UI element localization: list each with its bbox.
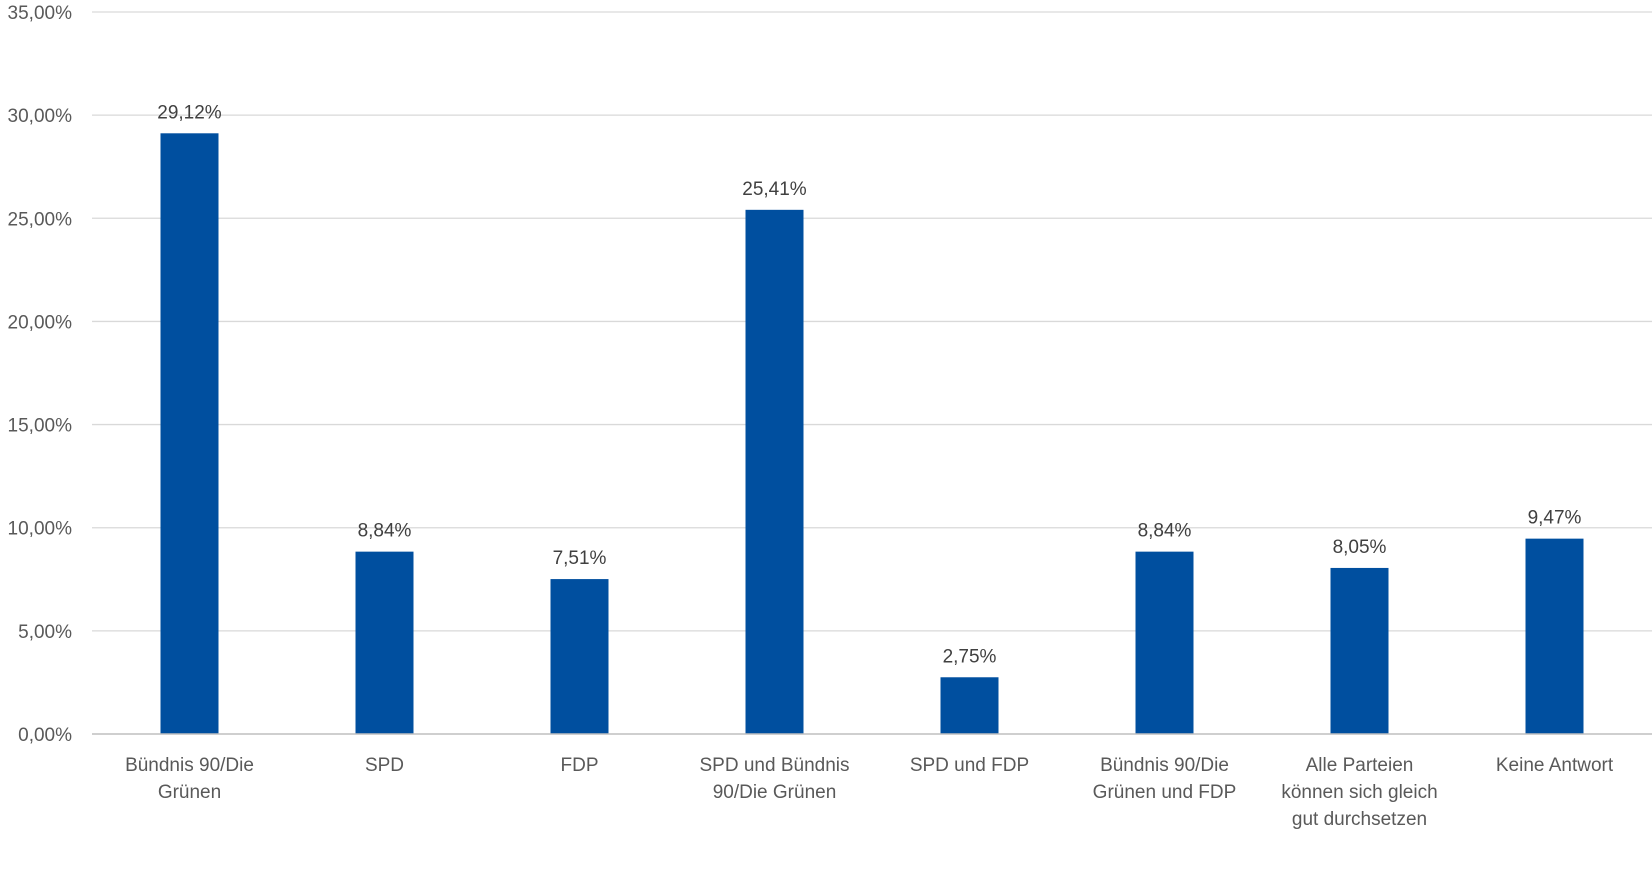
y-tick-label: 15,00% xyxy=(8,416,73,437)
y-tick-label: 5,00% xyxy=(18,622,72,643)
category-label-line: Bündnis 90/Die xyxy=(1100,755,1229,776)
category-label: Bündnis 90/Die Grünen und FDP xyxy=(1093,755,1237,803)
category-label: FDP xyxy=(561,755,599,776)
data-label: 29,12% xyxy=(157,102,222,123)
data-label: 7,51% xyxy=(553,548,607,569)
category-label-line: Keine Antwort xyxy=(1496,755,1614,776)
y-tick-label: 35,00% xyxy=(8,3,73,24)
y-tick-label: 10,00% xyxy=(8,519,73,540)
category-label-line: Bündnis 90/Die xyxy=(125,755,254,776)
category-label-line: SPD xyxy=(365,755,404,776)
bar xyxy=(940,677,999,734)
category-label: Alle Parteien können sich gleich gut durch… xyxy=(1281,755,1437,830)
category-label-line: SPD und Bündnis xyxy=(700,755,850,776)
category-label: SPD und FDP xyxy=(910,755,1029,776)
category-labels: Bündnis 90/Die Grünen SPD FDP SPD und Bündni… xyxy=(125,755,1614,830)
category-label: Keine Antwort xyxy=(1496,755,1614,776)
category-label-line: Alle Parteien xyxy=(1306,755,1414,776)
category-label-line: gut durchsetzen xyxy=(1292,809,1427,830)
bar xyxy=(1525,538,1584,734)
data-label: 8,05% xyxy=(1333,537,1387,558)
data-label: 2,75% xyxy=(943,646,997,667)
y-tick-label: 20,00% xyxy=(8,312,73,333)
bar xyxy=(1330,567,1389,734)
data-label: 8,84% xyxy=(358,521,412,542)
bar xyxy=(550,579,609,734)
category-label-line: können sich gleich xyxy=(1281,782,1437,803)
data-label: 8,84% xyxy=(1138,521,1192,542)
data-label: 25,41% xyxy=(742,179,807,200)
bar xyxy=(745,209,804,734)
category-label-line: 90/Die Grünen xyxy=(713,782,837,803)
category-label-line: Grünen und FDP xyxy=(1093,782,1237,803)
bars xyxy=(160,133,1584,734)
category-label: Bündnis 90/Die Grünen xyxy=(125,755,254,803)
category-label-line: SPD und FDP xyxy=(910,755,1029,776)
bar xyxy=(355,551,414,734)
bar xyxy=(160,133,219,734)
gridlines xyxy=(92,11,1652,632)
bar xyxy=(1135,551,1194,734)
y-tick-label: 30,00% xyxy=(8,106,73,127)
data-label: 9,47% xyxy=(1528,508,1582,529)
category-label: SPD xyxy=(365,755,404,776)
category-label-line: FDP xyxy=(561,755,599,776)
data-labels: 29,12% 8,84% 7,51% 25,41% 2,75% 8,84% 8,05% 9,4… xyxy=(157,102,1581,667)
y-tick-label: 25,00% xyxy=(8,209,73,230)
y-tick-label: 0,00% xyxy=(18,725,72,746)
category-label: SPD und Bündnis 90/Die Grünen xyxy=(700,755,850,803)
category-label-line: Grünen xyxy=(158,782,221,803)
y-axis-tick-labels: 0,00% 5,00% 10,00% 15,00% 20,00% 25,00% 30,00%… xyxy=(8,3,73,746)
